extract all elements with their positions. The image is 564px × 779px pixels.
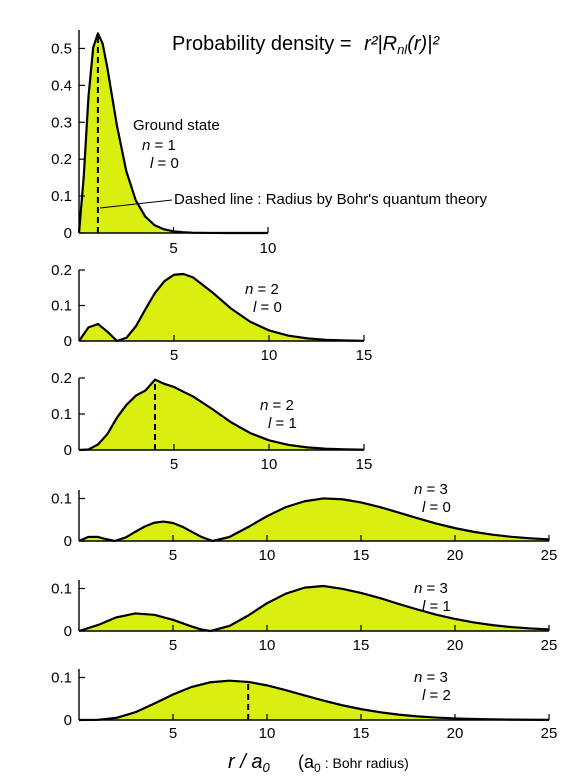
- y-tick-label: 0.4: [51, 77, 72, 94]
- density-curve-n3l0: [78, 497, 550, 543]
- x-tick-label: 5: [169, 547, 177, 564]
- x-tick-label: 15: [356, 347, 373, 364]
- x-tick-label: 20: [447, 637, 464, 654]
- quantum-number-label: n = 3: [414, 481, 448, 498]
- panel-n2-l1: 0 0.1 0.2 5 10 15 n = 2l = 1: [51, 370, 372, 473]
- x-tick-label: 10: [260, 240, 277, 257]
- x-tick-label: 15: [353, 725, 370, 742]
- density-area-n3l2: [79, 680, 549, 720]
- x-axis-symbol-sub: 0: [262, 760, 270, 775]
- y-tick-label: 0.1: [51, 188, 72, 205]
- y-tick-label: 0.1: [51, 491, 72, 508]
- x-tick-label: 10: [259, 637, 276, 654]
- density-area-n2l1: [79, 379, 364, 450]
- x-axis-note: (a0 : Bohr radius): [298, 752, 409, 775]
- x-tick-label: 10: [259, 547, 276, 564]
- x-tick-label: 10: [261, 347, 278, 364]
- quantum-number-label: l = 2: [422, 687, 451, 704]
- y-tick-label: 0: [64, 712, 72, 729]
- bohr-radius-annotation: Dashed line : Radius by Bohr's quantum t…: [174, 191, 488, 208]
- x-axis-note-rest: : Bohr radius): [325, 755, 409, 771]
- x-tick-label: 5: [169, 637, 177, 654]
- quantum-number-label: l = 0: [422, 499, 451, 516]
- x-tick-label: 15: [353, 637, 370, 654]
- panel-n1-l0: 0 0.1 0.2 0.3 0.4 0.5 5 10 Ground state n = 1l = …: [51, 30, 488, 257]
- density-area-n2l0: [79, 274, 364, 341]
- title-formula-end: (r)|²: [407, 33, 440, 55]
- density-area-n1l0: [79, 33, 268, 233]
- x-tick-label: 5: [169, 725, 177, 742]
- x-tick-label: 5: [170, 347, 178, 364]
- y-tick-label: 0.5: [51, 40, 72, 57]
- x-tick-label: 15: [356, 456, 373, 473]
- x-axis-note-sub: 0: [314, 761, 321, 775]
- y-tick-label: 0.1: [51, 406, 72, 423]
- title-prefix: Probability density =: [172, 33, 352, 55]
- y-tick-label: 0: [64, 623, 72, 640]
- figure-title: Probability density = r²|Rnl(r)|²: [172, 33, 440, 57]
- x-axis-symbol: r / a: [228, 751, 262, 773]
- y-tick-label: 0.2: [51, 262, 72, 279]
- x-axis-note-open: (a: [298, 752, 315, 772]
- x-axis-label: r / a0: [228, 751, 270, 775]
- y-tick-label: 0.1: [51, 581, 72, 598]
- quantum-number-label: l = 1: [268, 415, 297, 432]
- panel-n3-l1: 0 0.1 5 10 15 20 25 n = 3l = 1: [51, 580, 557, 654]
- y-tick-label: 0: [64, 225, 72, 242]
- quantum-number-label: l = 1: [422, 598, 451, 615]
- x-tick-label: 10: [261, 456, 278, 473]
- x-tick-label: 20: [447, 725, 464, 742]
- x-tick-label: 5: [170, 456, 178, 473]
- y-tick-label: 0.3: [51, 114, 72, 131]
- title-formula: r²|R: [364, 33, 397, 55]
- density-curve-n2l1: [78, 378, 365, 452]
- x-tick-label: 15: [353, 547, 370, 564]
- x-tick-label: 25: [541, 547, 558, 564]
- x-tick-label: 25: [541, 725, 558, 742]
- y-tick-label: 0.2: [51, 151, 72, 168]
- quantum-number-label: n = 2: [260, 397, 294, 414]
- density-curve-n3l2: [78, 679, 550, 722]
- y-tick-label: 0: [64, 442, 72, 459]
- density-curve-n3l1: [78, 584, 550, 633]
- x-tick-label: 25: [541, 637, 558, 654]
- panel-n2-l0: 0 0.1 0.2 5 10 15 n = 2l = 0: [51, 262, 372, 364]
- panel-n3-l2: 0 0.1 5 10 15 20 25 n = 3l = 2: [51, 669, 557, 742]
- panel-n3-l0: 0 0.1 5 10 15 20 25 n = 3l = 0: [51, 481, 557, 564]
- quantum-number-label: n = 2: [245, 281, 279, 298]
- title-formula-sub: nl: [397, 42, 408, 57]
- quantum-number-label: l = 0: [253, 299, 282, 316]
- y-tick-label: 0: [64, 533, 72, 550]
- state-label: Ground state: [133, 117, 220, 134]
- y-tick-label: 0.1: [51, 298, 72, 315]
- x-tick-label: 5: [169, 240, 177, 257]
- quantum-number-label: n = 3: [414, 669, 448, 686]
- density-area-n3l1: [79, 585, 549, 631]
- quantum-number-label: l = 0: [150, 155, 179, 172]
- y-tick-label: 0.2: [51, 370, 72, 387]
- y-tick-label: 0: [64, 333, 72, 350]
- density-curve-n2l0: [78, 272, 365, 343]
- y-tick-label: 0.1: [51, 670, 72, 687]
- quantum-number-label: n = 3: [414, 580, 448, 597]
- x-tick-label: 20: [447, 547, 464, 564]
- density-area-n3l0: [79, 498, 549, 541]
- quantum-number-label: n = 1: [142, 137, 176, 154]
- annotation-leader-line: [99, 199, 173, 209]
- x-tick-label: 10: [259, 725, 276, 742]
